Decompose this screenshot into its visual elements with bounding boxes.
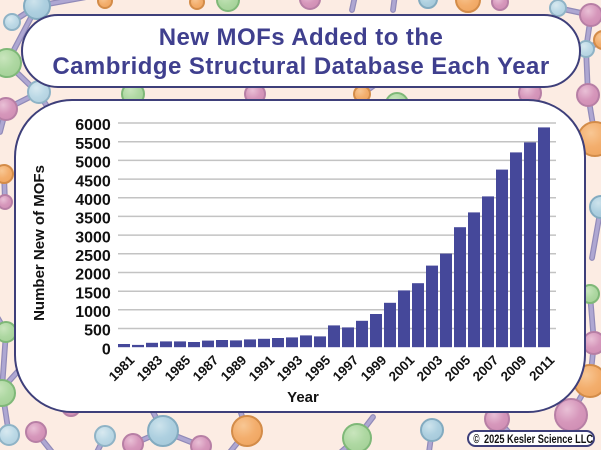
svg-text:6000: 6000 [75,117,111,134]
svg-text:2009: 2009 [498,352,530,384]
svg-text:1983: 1983 [134,352,166,384]
svg-text:1500: 1500 [75,285,111,302]
svg-text:2000: 2000 [75,267,111,284]
svg-text:2005: 2005 [442,352,474,384]
svg-text:5500: 5500 [75,136,111,153]
svg-text:1985: 1985 [162,352,194,384]
svg-text:1993: 1993 [274,352,306,384]
svg-text:1991: 1991 [246,352,278,384]
svg-text:0: 0 [102,341,111,358]
svg-text:1000: 1000 [75,304,111,321]
svg-text:2003: 2003 [414,352,446,384]
svg-text:2001: 2001 [386,352,418,384]
svg-text:500: 500 [84,323,111,340]
svg-text:2500: 2500 [75,248,111,265]
svg-text:1995: 1995 [302,352,334,384]
svg-text:5000: 5000 [75,155,111,172]
svg-text:4500: 4500 [75,173,111,190]
svg-text:2007: 2007 [470,352,502,384]
svg-text:1987: 1987 [190,352,222,384]
svg-text:3500: 3500 [75,211,111,228]
svg-text:Number New of MOFs: Number New of MOFs [31,165,48,321]
svg-text:3000: 3000 [75,229,111,246]
svg-text:1999: 1999 [358,352,390,384]
svg-text:2011: 2011 [526,352,558,384]
svg-text:Year: Year [287,389,319,406]
svg-text:4000: 4000 [75,192,111,209]
svg-text:1997: 1997 [330,352,362,384]
svg-text:1989: 1989 [218,352,250,384]
